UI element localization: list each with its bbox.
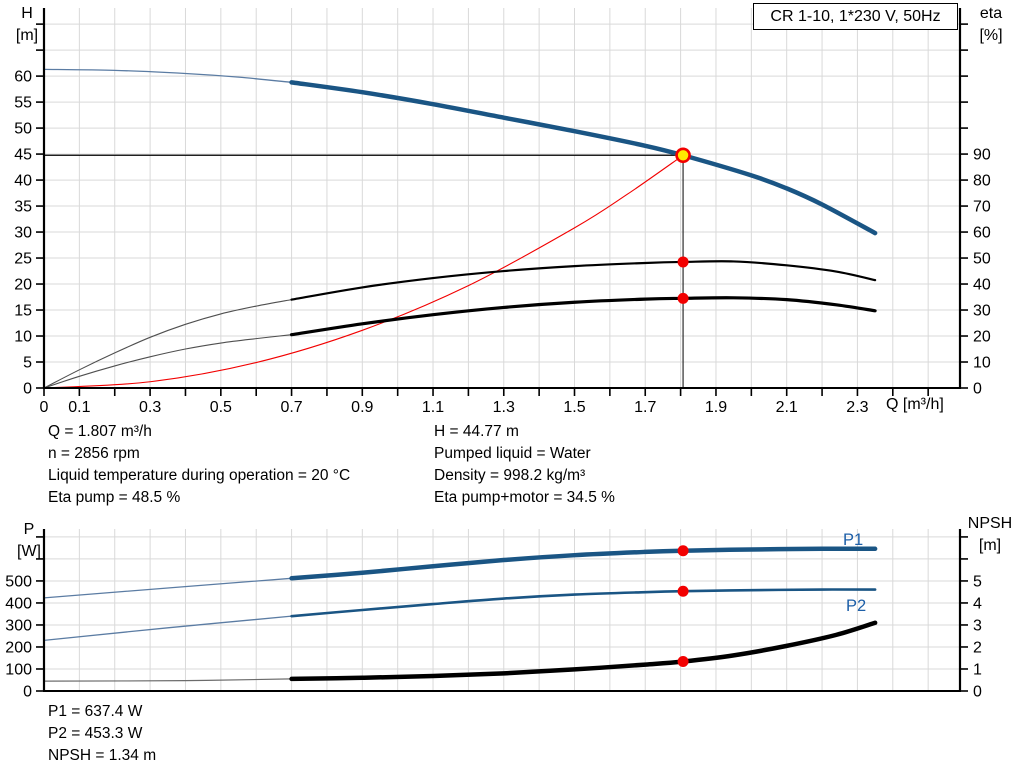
y-right-tick-label: 5 xyxy=(973,573,982,590)
duty-eta-pump-text: Eta pump = 48.5 % xyxy=(48,489,181,506)
q-axis-label: Q [m³/h] xyxy=(886,396,944,413)
curve-label-P1: P1 xyxy=(843,531,863,549)
y-left-tick-label: 100 xyxy=(5,661,32,678)
y-left-tick-label: 55 xyxy=(14,95,32,112)
y-left-tick-label: 400 xyxy=(5,595,32,612)
y-left-tick-label: 50 xyxy=(14,121,32,138)
y-left-tick-label: 30 xyxy=(14,225,32,242)
duty-point xyxy=(675,147,691,164)
eta-axis-label-unit: [%] xyxy=(979,27,1003,44)
p1-point xyxy=(677,545,689,557)
duty-density-text: Density = 998.2 kg/m³ xyxy=(434,467,586,484)
curve-label-P2: P2 xyxy=(846,597,866,615)
y-right-tick-label: 30 xyxy=(973,303,991,320)
duty-info-right: H = 44.77 m Pumped liquid = Water Densit… xyxy=(434,421,615,509)
y-left-tick-label: 20 xyxy=(14,277,32,294)
p1-curve xyxy=(289,546,878,581)
duty-info-left: Q = 1.807 m³/h n = 2856 rpm Liquid tempe… xyxy=(48,421,350,509)
y-right-tick-label: 1 xyxy=(973,661,982,678)
y-right-tick-label: 20 xyxy=(973,329,991,346)
y-right-tick-label: 80 xyxy=(973,173,991,190)
npsh-axis-label: NPSH [m] xyxy=(958,513,1022,557)
p-axis-label: P [W] xyxy=(8,519,50,563)
p2-low-flow xyxy=(43,615,293,642)
y-left-tick-label: 0 xyxy=(23,684,32,701)
eta-pump-point xyxy=(677,256,689,268)
y-right-tick-label: 90 xyxy=(973,147,991,164)
y-right-tick-label: 10 xyxy=(973,355,991,372)
p2-point xyxy=(677,585,689,597)
x-tick-label: 1.7 xyxy=(634,399,656,416)
eta-total-curve xyxy=(289,296,877,337)
y-left-tick-label: 40 xyxy=(14,173,32,190)
p2-curve xyxy=(290,588,877,618)
eta-axis-label: eta [%] xyxy=(964,3,1018,47)
y-left-tick-label: 300 xyxy=(5,617,32,634)
duty-npsh-text: NPSH = 1.34 m xyxy=(48,747,157,764)
npsh-curve xyxy=(289,620,878,682)
x-tick-label: 0 xyxy=(40,399,49,416)
p-axis-label-unit: [W] xyxy=(17,543,41,560)
x-tick-label: 0.5 xyxy=(210,399,232,416)
y-left-tick-label: 45 xyxy=(14,147,32,164)
x-tick-label: 2.3 xyxy=(846,399,868,416)
h-axis-label-unit: [m] xyxy=(15,27,39,44)
eta-pump-low-flow xyxy=(43,299,293,389)
x-tick-label: 1.9 xyxy=(705,399,727,416)
y-left-tick-label: 200 xyxy=(5,639,32,656)
chart-title-box: CR 1-10, 1*230 V, 50Hz xyxy=(753,3,958,30)
duty-speed-text: n = 2856 rpm xyxy=(48,445,140,462)
y-right-tick-label: 3 xyxy=(973,617,982,634)
system-curve xyxy=(43,154,684,389)
eta-pump-curve xyxy=(290,260,877,301)
y-right-tick-label: 2 xyxy=(973,639,982,656)
h-axis-label: H [m] xyxy=(6,3,48,47)
x-tick-label: 0.9 xyxy=(351,399,373,416)
npsh-axis-label-symbol: NPSH xyxy=(967,515,1013,532)
eta-total-low-flow xyxy=(43,334,293,389)
y-right-tick-label: 70 xyxy=(973,199,991,216)
y-right-tick-label: 0 xyxy=(973,381,982,398)
x-tick-label: 1.1 xyxy=(422,399,444,416)
y-left-tick-label: 35 xyxy=(14,199,32,216)
y-left-tick-label: 60 xyxy=(14,69,32,86)
p1-low-flow xyxy=(43,577,293,599)
x-tick-label: 2.1 xyxy=(776,399,798,416)
y-right-tick-label: 4 xyxy=(973,595,982,612)
npsh-axis-label-unit: [m] xyxy=(978,537,1002,554)
y-right-tick-label: 40 xyxy=(973,277,991,294)
p-axis-label-symbol: P xyxy=(23,521,35,538)
head-curve-low-flow xyxy=(43,68,293,83)
eta-axis-label-symbol: eta xyxy=(979,5,1003,22)
x-tick-label: 0.7 xyxy=(280,399,302,416)
x-tick-label: 1.3 xyxy=(493,399,515,416)
eta-total-point xyxy=(677,292,689,304)
y-left-tick-label: 25 xyxy=(14,251,32,268)
x-tick-label: 0.3 xyxy=(139,399,161,416)
duty-liquid-text: Pumped liquid = Water xyxy=(434,445,591,462)
npsh-point xyxy=(677,656,689,668)
y-left-tick-label: 0 xyxy=(23,381,32,398)
duty-temperature-text: Liquid temperature during operation = 20… xyxy=(48,467,351,484)
y-right-tick-label: 50 xyxy=(973,251,991,268)
x-tick-label: 1.5 xyxy=(563,399,585,416)
duty-head-text: H = 44.77 m xyxy=(434,423,519,440)
h-axis-label-symbol: H xyxy=(21,5,33,22)
y-left-tick-label: 5 xyxy=(23,355,32,372)
duty-p2-text: P2 = 453.3 W xyxy=(48,725,143,742)
y-right-tick-label: 0 xyxy=(973,684,982,701)
npsh-low-flow xyxy=(43,678,293,682)
duty-power-info: P1 = 637.4 W P2 = 453.3 W NPSH = 1.34 m xyxy=(48,701,156,767)
head-curve xyxy=(289,80,878,236)
x-tick-label: 0.1 xyxy=(68,399,90,416)
y-left-tick-label: 15 xyxy=(14,303,32,320)
y-left-tick-label: 500 xyxy=(5,573,32,590)
duty-p1-text: P1 = 637.4 W xyxy=(48,703,143,720)
y-right-tick-label: 60 xyxy=(973,225,991,242)
y-left-tick-label: 10 xyxy=(14,329,32,346)
duty-eta-total-text: Eta pump+motor = 34.5 % xyxy=(434,489,615,506)
duty-flow-text: Q = 1.807 m³/h xyxy=(48,423,152,440)
